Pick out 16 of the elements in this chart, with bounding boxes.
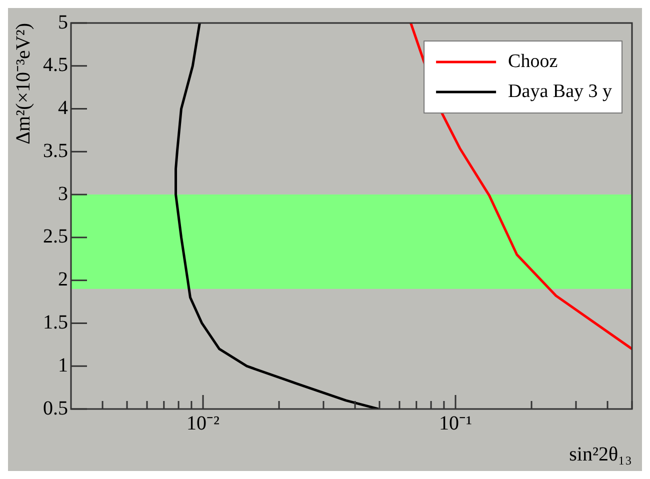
legend-label: Chooz xyxy=(508,50,558,72)
y-tick-label: 3.5 xyxy=(43,140,68,162)
y-tick-label: 1 xyxy=(58,354,68,376)
x-axis-title: sin²2θ₁₃ xyxy=(569,443,632,466)
y-axis-title: Δm²(×10⁻³eV²) xyxy=(12,23,34,144)
y-tick-label: 4.5 xyxy=(43,54,68,76)
y-tick-label: 1.5 xyxy=(43,311,68,334)
y-tick-label: 5 xyxy=(58,11,68,34)
y-tick-label: 2 xyxy=(58,268,68,291)
x-tick-label: 10⁻² xyxy=(186,412,220,434)
x-tick-label: 10⁻¹ xyxy=(439,412,472,434)
y-tick-label: 2.5 xyxy=(43,226,68,248)
y-tick-label: 0.5 xyxy=(43,397,68,420)
y-tick-label: 3 xyxy=(58,182,68,205)
legend-label: Daya Bay 3 y xyxy=(508,80,612,102)
y-tick-label: 4 xyxy=(58,97,68,120)
